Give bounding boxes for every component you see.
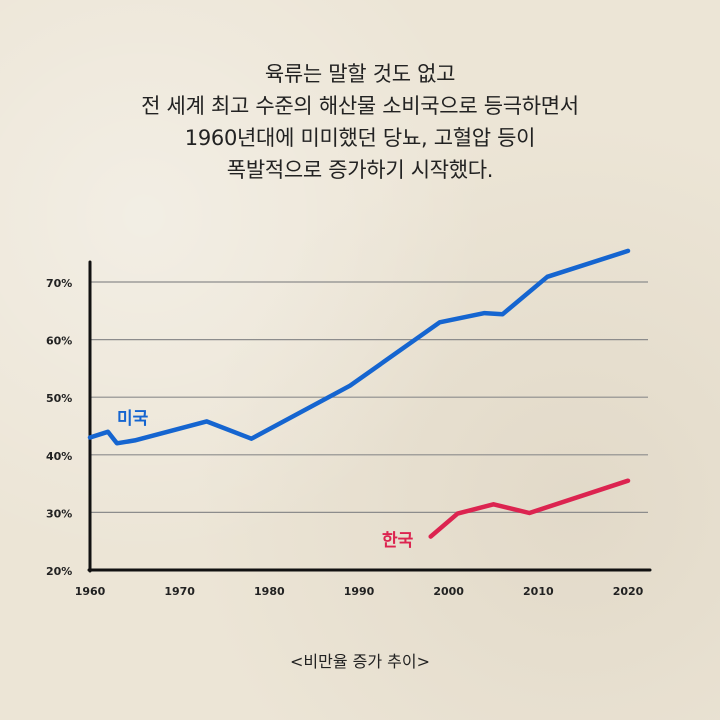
chart-caption: <비만율 증가 추이> [289,652,431,671]
y-tick-label: 70% [46,277,72,290]
headline-line-3: 1960년대에 미미했던 당뇨, 고혈압 등이 [184,126,536,150]
x-tick-label: 1970 [164,585,195,598]
y-tick-label: 20% [46,565,72,578]
y-tick-label: 30% [46,507,72,520]
x-tick-label: 2010 [523,585,554,598]
y-tick-label: 60% [46,335,72,348]
series-line-usa [87,248,631,446]
headline: 육류는 말할 것도 없고 전 세계 최고 수준의 해산물 소비국으로 등극하면서… [0,58,720,186]
x-tick-label: 2000 [433,585,464,598]
series-line-korea [428,478,631,539]
y-tick-label: 50% [46,392,72,405]
series-label-korea: 한국 [382,531,414,551]
headline-line-4: 폭발적으로 증가하기 시작했다. [226,158,494,182]
x-tick-label: 1980 [254,585,285,598]
series-label-usa: 미국 [117,409,149,429]
x-tick-label: 2020 [613,585,644,598]
headline-line-1: 육류는 말할 것도 없고 [264,62,456,86]
x-tick-label: 1990 [344,585,375,598]
x-tick-label: 1960 [75,585,106,598]
headline-line-2: 전 세계 최고 수준의 해산물 소비국으로 등극하면서 [141,94,579,118]
y-tick-label: 40% [46,450,72,463]
